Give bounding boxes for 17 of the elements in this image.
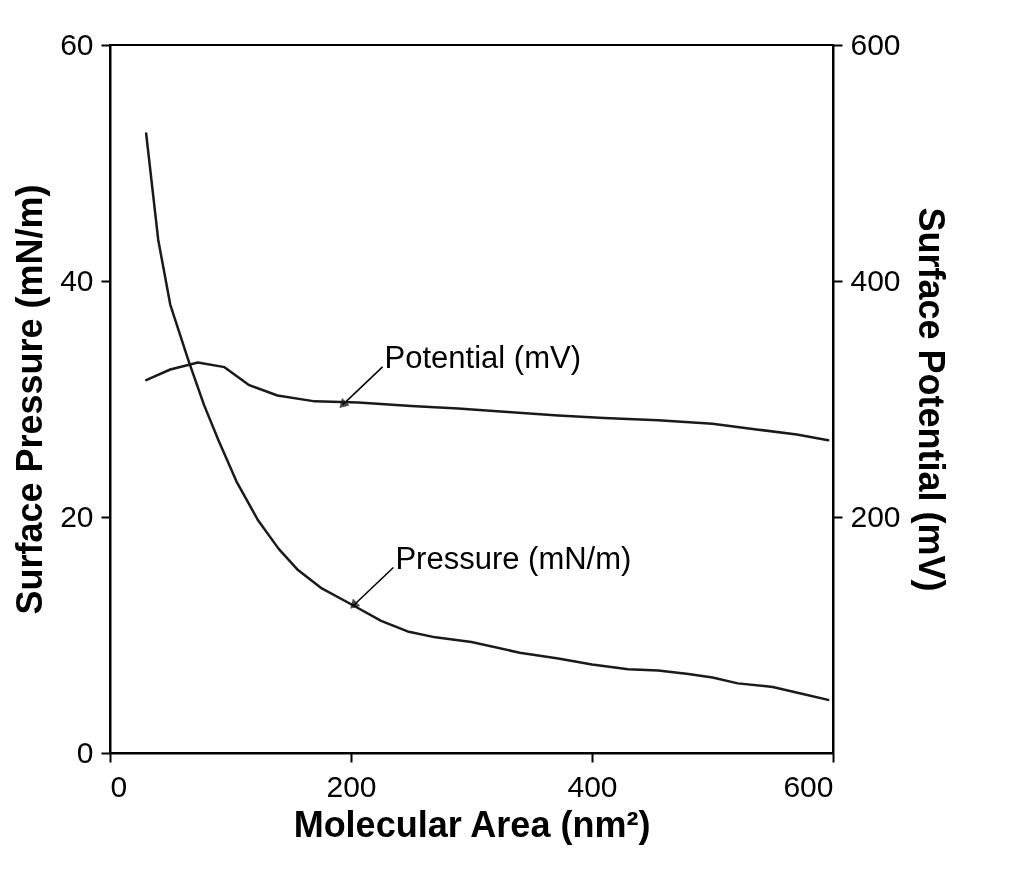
x-axis-title: Molecular Area (nm²) — [293, 803, 651, 845]
y2-tick-label: 600 — [850, 27, 901, 61]
y2-tick-label: 200 — [850, 499, 901, 533]
y-axis-title: Surface Pressure (mN/m) — [9, 184, 51, 615]
y-tick-label: 20 — [60, 499, 94, 533]
annotation: Pressure (mN/m) — [395, 540, 632, 576]
y-tick-label: 60 — [60, 27, 94, 61]
x-tick-label: 400 — [567, 769, 618, 803]
y-tick-label: 0 — [76, 735, 94, 769]
x-tick-label: 600 — [783, 769, 834, 803]
annotation: Potential (mV) — [384, 339, 581, 375]
y-tick-label: 40 — [60, 263, 94, 297]
y2-axis-title: Surface Potential (mV) — [910, 207, 952, 592]
y2-tick-label: 400 — [850, 263, 901, 297]
x-tick-label: 0 — [110, 769, 128, 803]
line-series — [144, 132, 830, 702]
x-tick-label: 200 — [326, 769, 377, 803]
